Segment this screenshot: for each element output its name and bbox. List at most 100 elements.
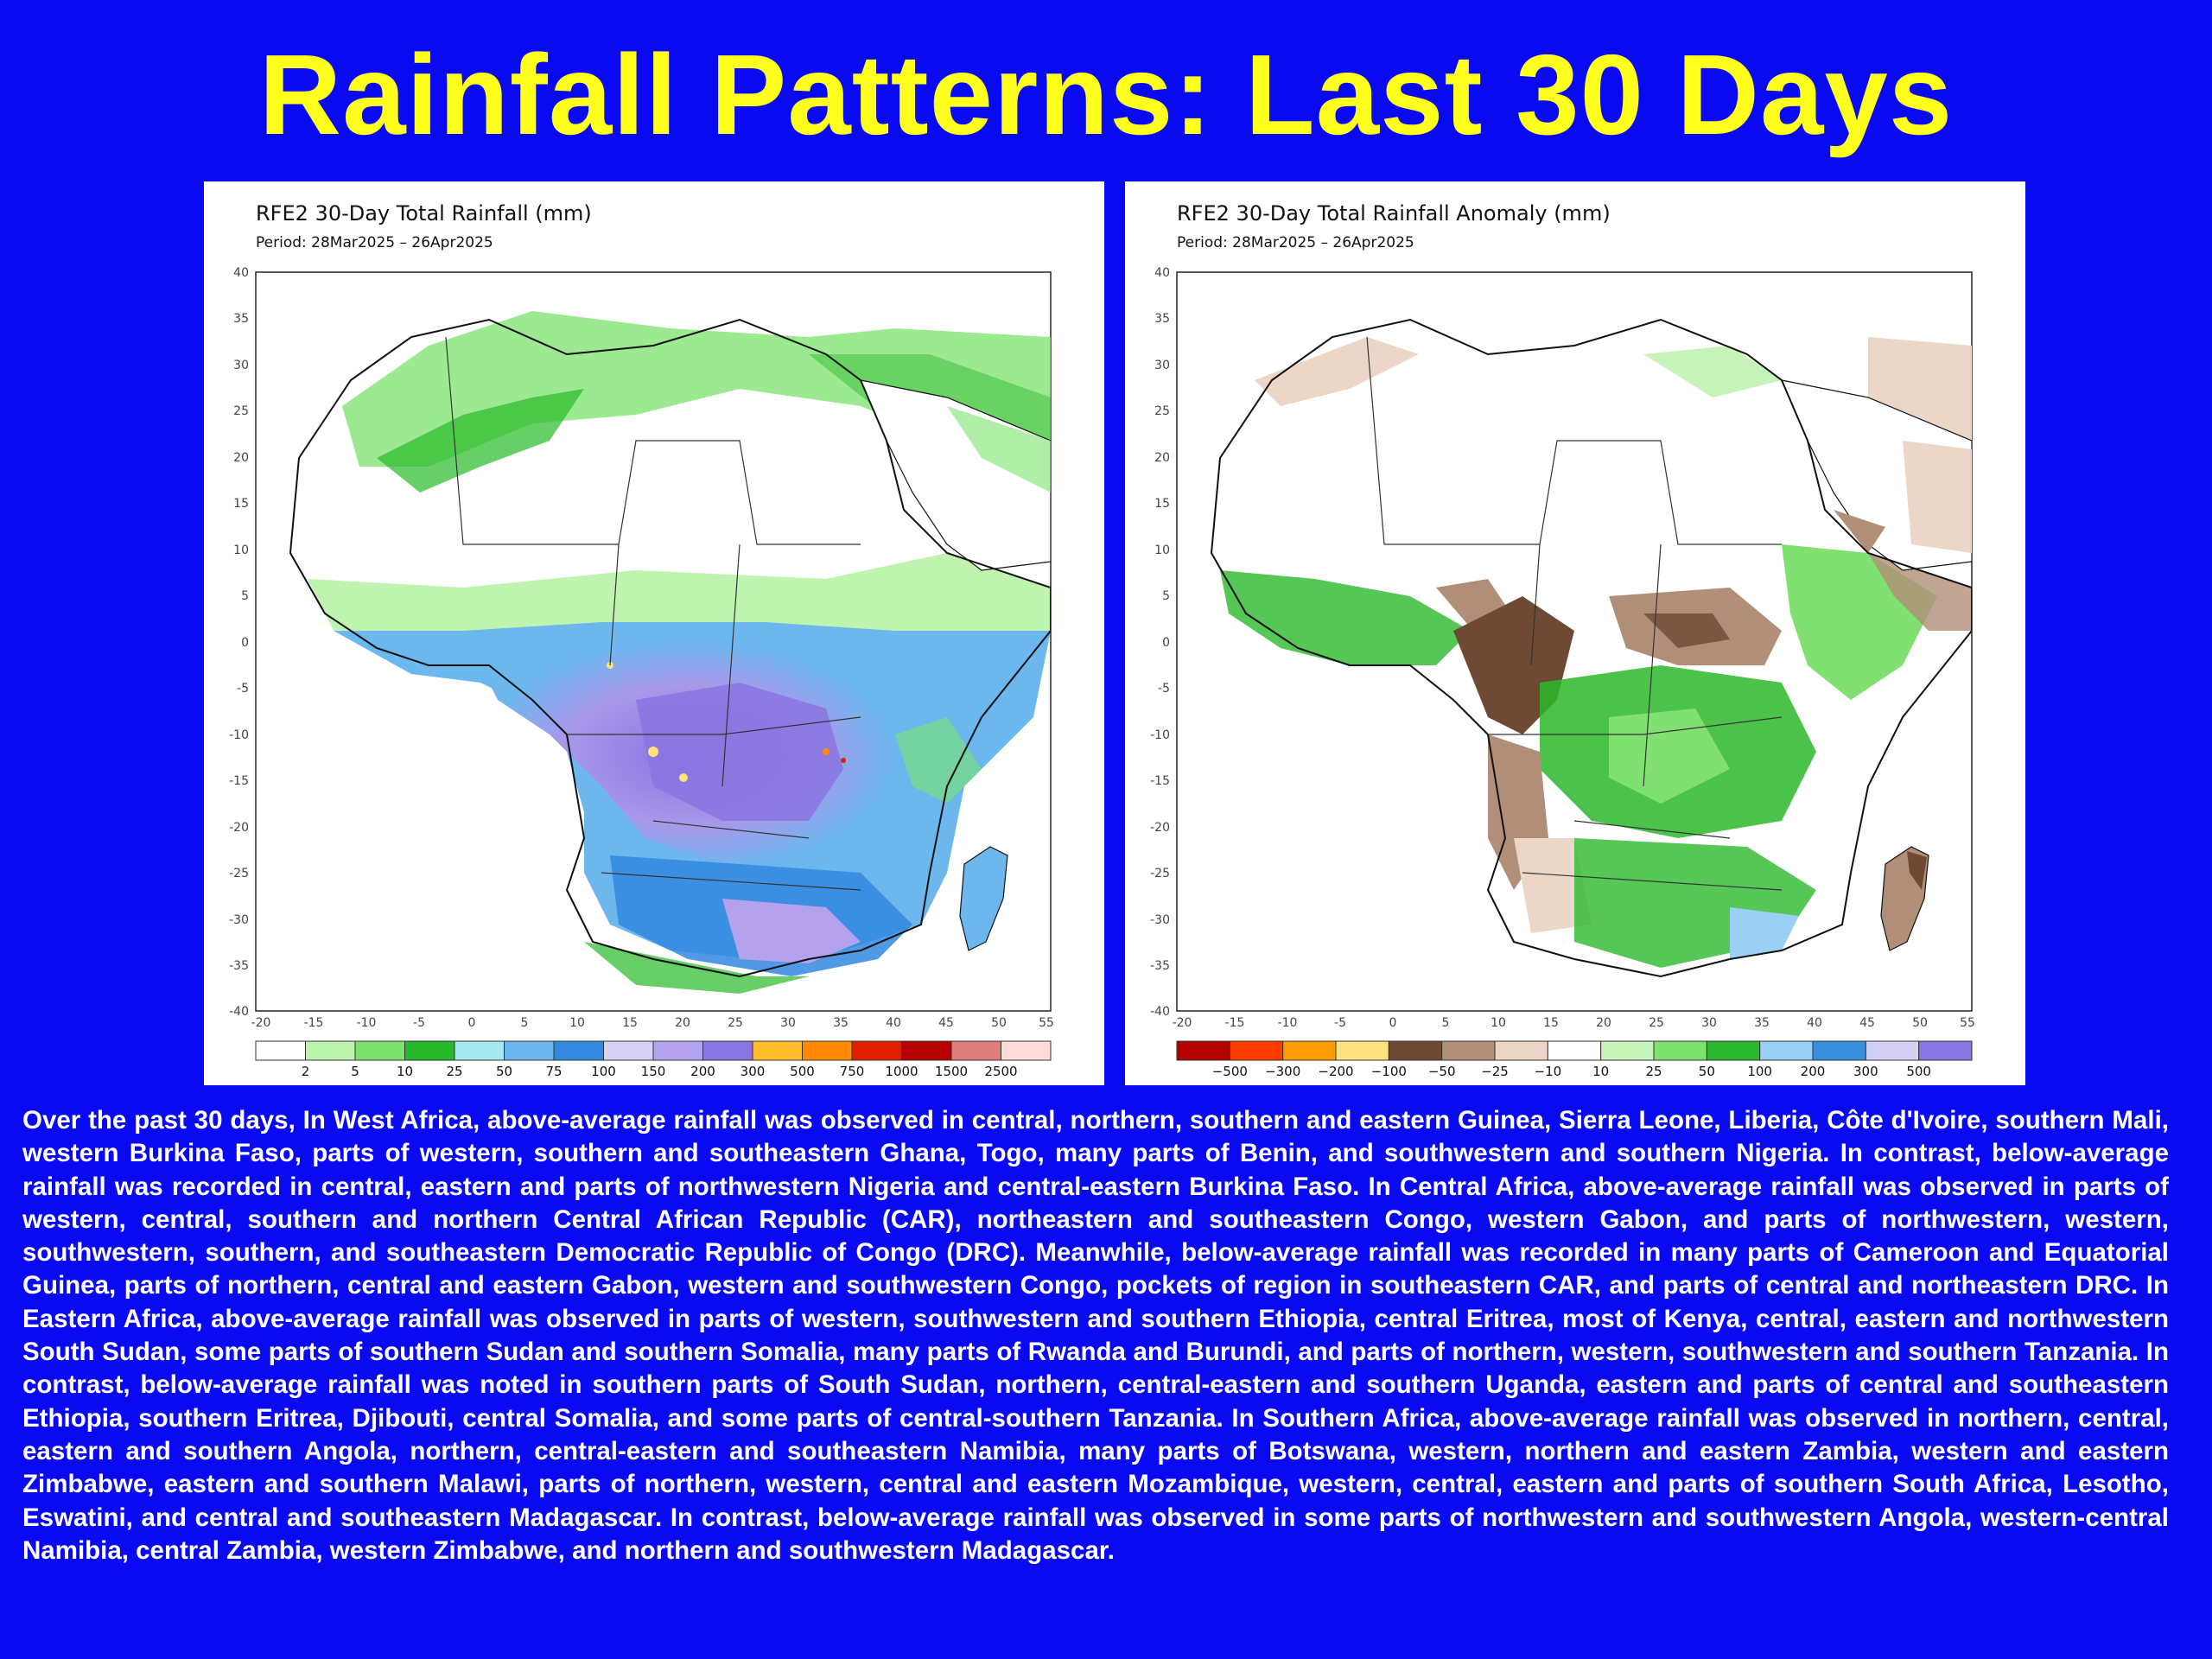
legend-swatch [1282,1040,1337,1061]
legend-label: 500 [1906,1064,1931,1079]
lat-tick: -20 [1150,821,1170,835]
legend-swatch [1229,1040,1284,1061]
legend-label: 150 [641,1064,666,1079]
lon-tick: 20 [1596,1016,1611,1030]
map-period: Period: 28Mar2025 – 26Apr2025 [256,234,493,251]
legend-label: 500 [790,1064,815,1079]
lon-tick: 30 [780,1016,796,1030]
lat-tick: 10 [1154,543,1170,557]
legend-swatch [1547,1040,1602,1061]
rainfall-anomaly-map-panel: RFE2 30-Day Total Rainfall Anomaly (mm) … [1125,181,2025,1085]
rainfall-legend: 2 5 10 25 50 75 100 150 200 300 500 750 1000 1500 2500 [255,1040,1052,1079]
legend-label: 100 [1747,1064,1772,1079]
map-period: Period: 28Mar2025 – 26Apr2025 [1177,234,1414,251]
legend-label: 25 [446,1064,462,1079]
page-title: Rainfall Patterns: Last 30 Days [258,31,1954,158]
lat-axis: 40 35 30 25 20 15 10 5 0 -5 -10 -15 -20 … [1150,266,1170,1019]
legend-label: −300 [1265,1064,1300,1079]
legend-swatch [802,1040,853,1061]
lat-tick: -40 [1150,1005,1170,1019]
legend-label: 100 [591,1064,616,1079]
legend-label: 200 [690,1064,715,1079]
legend-label: 2 [302,1064,310,1079]
lon-tick: 5 [521,1016,529,1030]
lat-tick: 15 [233,497,249,511]
map-title: RFE2 30-Day Total Rainfall (mm) [256,201,592,226]
legend-label: 200 [1801,1064,1826,1079]
legend-swatch [851,1040,902,1061]
legend-label: 75 [545,1064,562,1079]
legend-swatch [1388,1040,1443,1061]
lat-tick: 5 [241,589,249,603]
lon-tick: -20 [251,1016,271,1030]
total-rainfall-map: RFE2 30-Day Total Rainfall (mm) Period: … [229,201,1054,1079]
legend-label: 1500 [935,1064,968,1079]
lon-tick: -5 [413,1016,425,1030]
lon-tick: 35 [1754,1016,1770,1030]
legend-swatch [1494,1040,1548,1061]
lat-tick: 0 [1162,636,1170,650]
legend-label: 10 [397,1064,413,1079]
lon-tick: 0 [468,1016,476,1030]
anomaly-legend: −500 −300 −200 −100 −50 −25 −10 10 25 50 100 200 300… [1176,1040,1973,1079]
legend-swatch [404,1040,455,1061]
lon-axis: -20 -15 -10 -5 0 5 10 15 20 25 30 35 40 … [251,1016,1054,1030]
lat-tick: 25 [233,404,249,418]
lon-tick: 0 [1389,1016,1397,1030]
lat-tick: 15 [1154,497,1170,511]
legend-swatch [752,1040,803,1061]
lon-tick: -5 [1334,1016,1346,1030]
lon-tick: 55 [1039,1016,1054,1030]
legend-swatch [1759,1040,1814,1061]
lon-tick: -10 [357,1016,377,1030]
legend-swatch [504,1040,555,1061]
legend-label: 25 [1645,1064,1662,1079]
lon-tick: 50 [991,1016,1007,1030]
legend-swatch [1176,1040,1230,1061]
lon-axis: -20 -15 -10 -5 0 5 10 15 20 25 30 35 40 … [1173,1016,1975,1030]
lat-tick: -15 [1150,774,1170,788]
lat-tick: 30 [233,359,249,372]
legend-label: −100 [1371,1064,1407,1079]
lon-tick: 55 [1960,1016,1975,1030]
legend-swatch [1653,1040,1707,1061]
lon-tick: 40 [1807,1016,1822,1030]
legend-label: 300 [741,1064,766,1079]
legend-label: −500 [1212,1064,1248,1079]
lat-tick: 35 [233,312,249,326]
lat-tick: 10 [233,543,249,557]
map-title: RFE2 30-Day Total Rainfall Anomaly (mm) [1177,201,1611,226]
lat-tick: 40 [1154,266,1170,280]
lat-axis: 40 35 30 25 20 15 10 5 0 -5 -10 -15 -20 … [229,266,249,1019]
legend-label: 10 [1592,1064,1609,1079]
lat-tick: -15 [229,774,249,788]
legend-swatch [901,1040,952,1061]
lon-tick: 10 [569,1016,585,1030]
legend-swatch [950,1040,1001,1061]
lon-tick: 15 [622,1016,638,1030]
lon-tick: -20 [1173,1016,1192,1030]
legend-swatch [1812,1040,1866,1061]
legend-swatch [1001,1040,1052,1061]
lat-tick: -5 [237,682,249,696]
africa-anomaly-field [1210,318,1972,978]
lat-tick: -25 [1150,867,1170,880]
rainfall-description: Over the past 30 days, In West Africa, a… [22,1106,2169,1565]
legend-label: −200 [1318,1064,1353,1079]
legend-swatch [454,1040,505,1061]
lon-tick: -15 [304,1016,324,1030]
legend-swatch [652,1040,703,1061]
lat-tick: -25 [229,867,249,880]
rainfall-anomaly-map: RFE2 30-Day Total Rainfall Anomaly (mm) … [1150,201,1975,1079]
lat-tick: 30 [1154,359,1170,372]
lat-tick: -10 [229,728,249,742]
lat-tick: -5 [1158,682,1170,696]
legend-swatch [1918,1040,1973,1061]
legend-label: 750 [840,1064,865,1079]
lon-tick: 30 [1701,1016,1717,1030]
legend-label: 300 [1853,1064,1878,1079]
lat-tick: -35 [1150,959,1170,973]
legend-swatch [255,1040,306,1061]
lat-tick: 20 [233,451,249,465]
lat-tick: 40 [233,266,249,280]
